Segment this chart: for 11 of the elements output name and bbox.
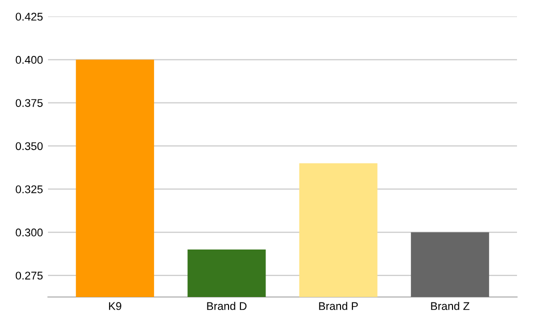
- y-tick-label: 0.375: [16, 99, 43, 107]
- y-tick-label: 0.325: [16, 185, 43, 194]
- y-tick-label: 0.275: [16, 272, 43, 280]
- x-tick-label: Brand Z: [431, 302, 470, 310]
- x-tick-label: K9: [109, 302, 122, 310]
- y-tick-label: 0.400: [16, 56, 43, 64]
- y-tick-label: 0.425: [16, 12, 43, 21]
- y-tick-label: 0.300: [16, 228, 43, 236]
- x-tick-label: Brand D: [207, 302, 246, 310]
- y-tick-label: 0.350: [16, 142, 43, 150]
- x-tick-label: Brand P: [319, 302, 358, 310]
